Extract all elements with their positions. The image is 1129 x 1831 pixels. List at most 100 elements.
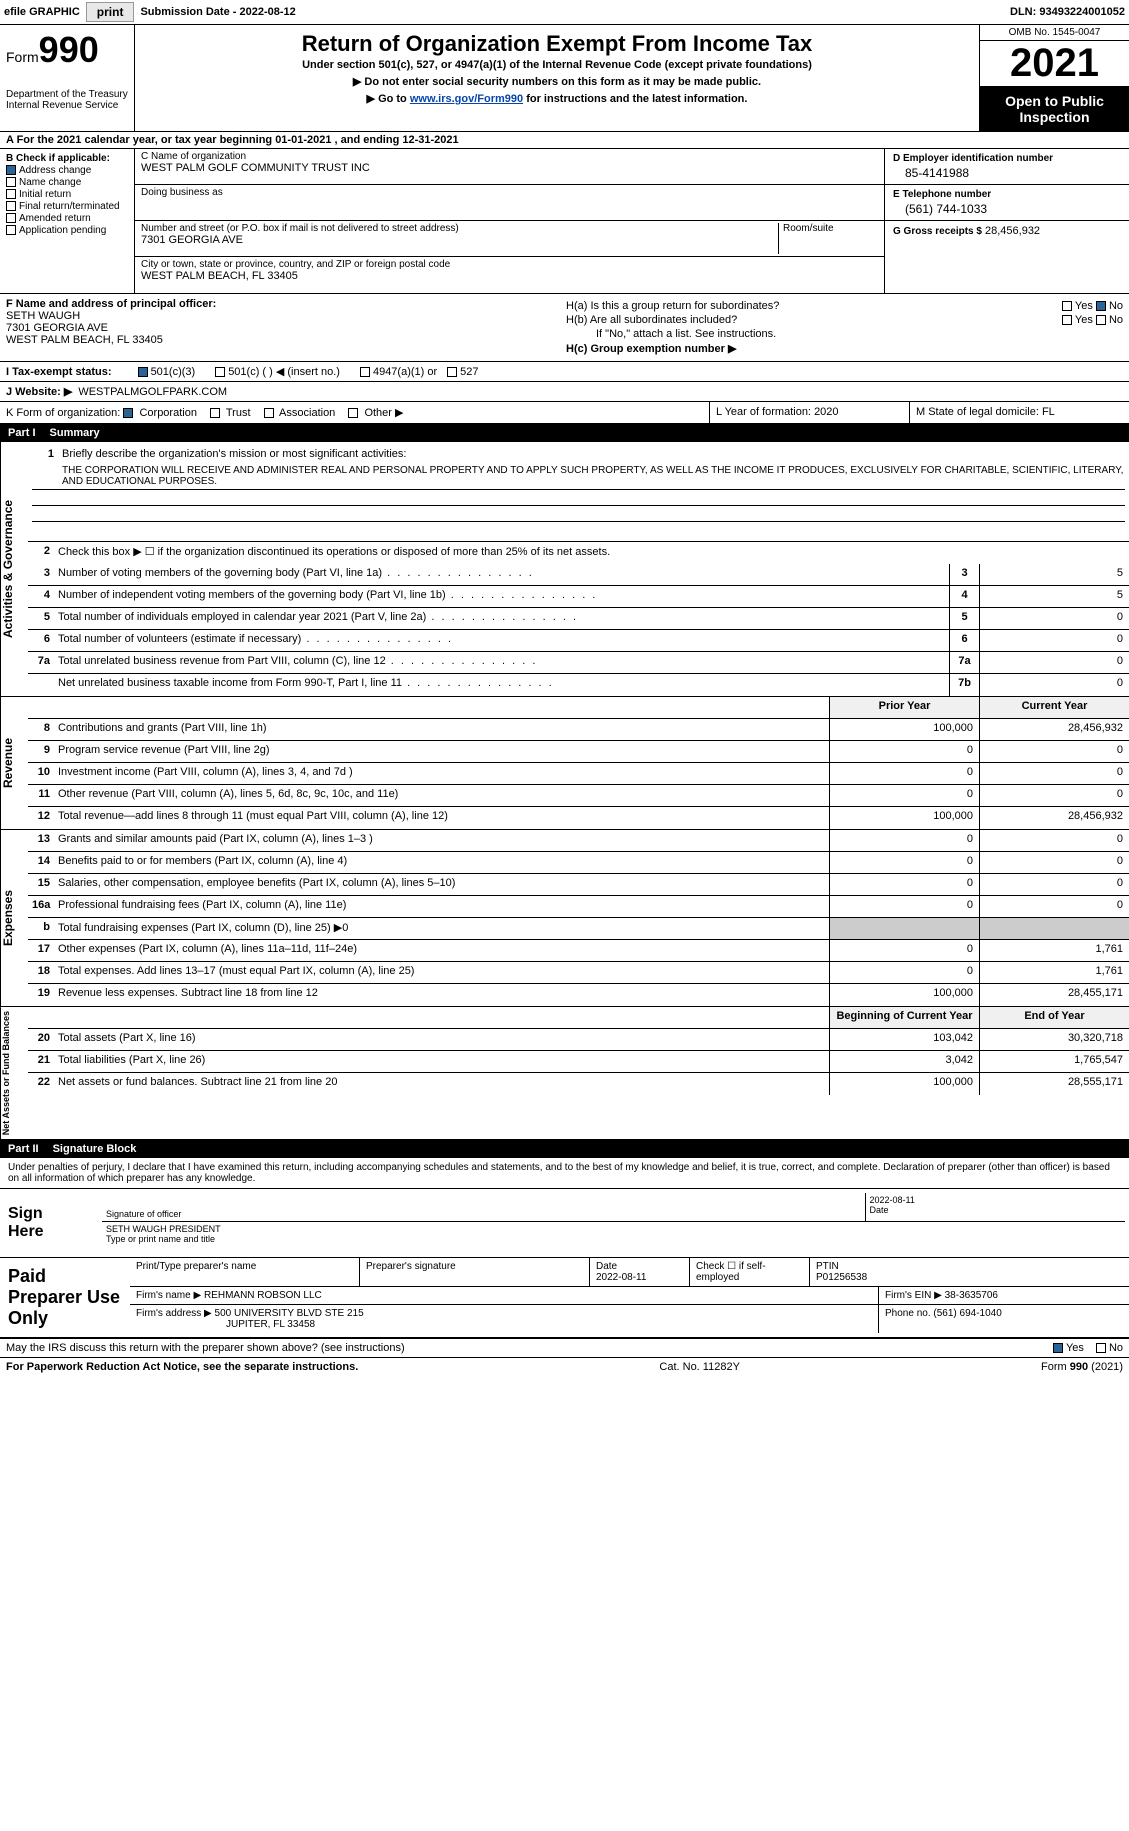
checkbox-icon[interactable] [1062, 301, 1072, 311]
line-num [28, 674, 54, 696]
current-val: 0 [979, 852, 1129, 873]
section-bcd: B Check if applicable: Address change Na… [0, 149, 1129, 294]
line-num: 3 [28, 564, 54, 585]
checkbox-icon[interactable] [215, 367, 225, 377]
line-num: 12 [28, 807, 54, 829]
prior-val: 0 [829, 896, 979, 917]
form-subtitle: Under section 501(c), 527, or 4947(a)(1)… [143, 59, 971, 71]
line-num: 15 [28, 874, 54, 895]
firm-phone: Phone no. (561) 694-1040 [879, 1305, 1129, 1333]
summary-line: 21 Total liabilities (Part X, line 26) 3… [28, 1051, 1129, 1073]
print-button[interactable]: print [86, 2, 135, 22]
summary-line: 4 Number of independent voting members o… [28, 586, 1129, 608]
instr-post: for instructions and the latest informat… [523, 93, 747, 105]
chk-name-change[interactable]: Name change [6, 177, 128, 188]
summary-line: 6 Total number of volunteers (estimate i… [28, 630, 1129, 652]
cat-no: Cat. No. 11282Y [659, 1361, 740, 1373]
m-label: M State of legal domicile: [916, 406, 1039, 418]
line-text: Total liabilities (Part X, line 26) [54, 1051, 829, 1072]
line-text: Professional fundraising fees (Part IX, … [54, 896, 829, 917]
chk-final-return[interactable]: Final return/terminated [6, 201, 128, 212]
summary-line: 9 Program service revenue (Part VIII, li… [28, 741, 1129, 763]
part1-header: Part I Summary [0, 424, 1129, 442]
omb-number: OMB No. 1545-0047 [980, 25, 1129, 41]
mission-blank1 [32, 490, 1125, 506]
part2-header: Part II Signature Block [0, 1140, 1129, 1158]
current-val: 28,455,171 [979, 984, 1129, 1006]
hb-yn: Yes No [1062, 314, 1123, 326]
summary-line: 18 Total expenses. Add lines 13–17 (must… [28, 962, 1129, 984]
discuss-text: May the IRS discuss this return with the… [6, 1342, 1053, 1354]
line-num: 21 [28, 1051, 54, 1072]
rev-content: Prior Year Current Year 8 Contributions … [28, 697, 1129, 829]
summary-ag: Activities & Governance 1Briefly describ… [0, 442, 1129, 697]
form-header: Form990 Department of the Treasury Inter… [0, 25, 1129, 132]
checkbox-icon[interactable] [1062, 315, 1072, 325]
line-text: Net unrelated business taxable income fr… [54, 674, 949, 696]
city-label: City or town, state or province, country… [141, 259, 878, 270]
form-number: 990 [39, 29, 99, 70]
line-text: Grants and similar amounts paid (Part IX… [54, 830, 829, 851]
sig-officer-row: Signature of officer 2022-08-11Date [102, 1193, 1125, 1222]
part2-num: Part II [8, 1143, 47, 1155]
i-4947: 4947(a)(1) or [373, 366, 437, 378]
checkbox-icon[interactable] [1096, 1343, 1106, 1353]
checkbox-icon[interactable] [1053, 1343, 1063, 1353]
line-text: Other expenses (Part IX, column (A), lin… [54, 940, 829, 961]
line2-text: Check this box ▶ ☐ if the organization d… [54, 542, 1129, 564]
prior-val: 0 [829, 763, 979, 784]
checkbox-icon[interactable] [348, 408, 358, 418]
city-val: WEST PALM BEACH, FL 33405 [141, 270, 878, 282]
line-text: Total number of volunteers (estimate if … [54, 630, 949, 651]
col-h-group: H(a) Is this a group return for subordin… [560, 294, 1129, 361]
dept-treasury: Department of the Treasury Internal Reve… [6, 89, 128, 111]
begin-year-header: Beginning of Current Year [829, 1007, 979, 1028]
col-m-state: M State of legal domicile: FL [909, 402, 1129, 423]
part1-num: Part I [8, 427, 44, 439]
vtab-rev: Revenue [0, 697, 28, 829]
hb-label: H(b) Are all subordinates included? [566, 314, 1062, 326]
prep-row2: Firm's name ▶ REHMANN ROBSON LLC Firm's … [130, 1287, 1129, 1305]
line-num: 16a [28, 896, 54, 917]
line-val: 0 [979, 652, 1129, 673]
checkbox-icon[interactable] [1096, 301, 1106, 311]
irs-link[interactable]: www.irs.gov/Form990 [410, 93, 523, 105]
prior-val: 100,000 [829, 984, 979, 1006]
header-left: Form990 Department of the Treasury Inter… [0, 25, 135, 131]
checkbox-icon[interactable] [138, 367, 148, 377]
vtab-na: Net Assets or Fund Balances [0, 1007, 28, 1139]
checkbox-icon[interactable] [447, 367, 457, 377]
summary-line: 20 Total assets (Part X, line 16) 103,04… [28, 1029, 1129, 1051]
hc-label: H(c) Group exemption number ▶ [566, 342, 736, 355]
sig-name-row: SETH WAUGH PRESIDENTType or print name a… [102, 1222, 1125, 1246]
checkbox-icon[interactable] [210, 408, 220, 418]
checkbox-icon[interactable] [360, 367, 370, 377]
prior-val: 0 [829, 962, 979, 983]
phone-label: E Telephone number [893, 189, 1121, 200]
ein-row: D Employer identification number 85-4141… [885, 149, 1129, 185]
m-val: FL [1042, 406, 1055, 418]
checkbox-icon[interactable] [123, 408, 133, 418]
col-k-form-org: K Form of organization: Corporation Trus… [0, 402, 709, 423]
checkbox-icon[interactable] [1096, 315, 1106, 325]
dba-row: Doing business as [135, 185, 884, 221]
prior-val: 100,000 [829, 807, 979, 829]
line-num: 22 [28, 1073, 54, 1095]
summary-line: 19 Revenue less expenses. Subtract line … [28, 984, 1129, 1006]
dln: DLN: 93493224001052 [1010, 6, 1125, 18]
chk-initial-return[interactable]: Initial return [6, 189, 128, 200]
line-text: Revenue less expenses. Subtract line 18 … [54, 984, 829, 1006]
prep-sig-label: Preparer's signature [360, 1258, 590, 1286]
instr-ssn: ▶ Do not enter social security numbers o… [143, 75, 971, 88]
checkbox-icon[interactable] [264, 408, 274, 418]
row-klm: K Form of organization: Corporation Trus… [0, 402, 1129, 424]
na-content: Beginning of Current Year End of Year 20… [28, 1007, 1129, 1139]
org-name-label: C Name of organization [141, 151, 878, 162]
chk-address-change[interactable]: Address change [6, 165, 128, 176]
chk-amended-return[interactable]: Amended return [6, 213, 128, 224]
gross-row: G Gross receipts $ 28,456,932 [885, 221, 1129, 241]
line-val: 5 [979, 586, 1129, 607]
k-label: K Form of organization: [6, 407, 120, 419]
line-num: 6 [28, 630, 54, 651]
chk-application-pending[interactable]: Application pending [6, 225, 128, 236]
